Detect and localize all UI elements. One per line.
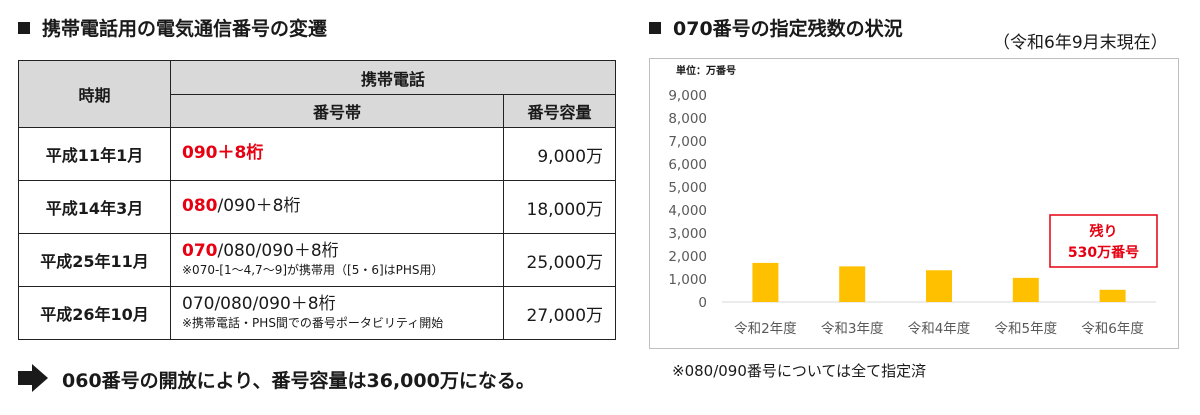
number-history-table: 時期 携帯電話 番号帯 番号容量 平成11年1月 090＋8桁 9,000万 平… — [18, 60, 617, 340]
y-axis-ticks: 0 1,000 2,000 3,000 4,000 5,000 6,000 7,000 8,00… — [668, 88, 707, 311]
x-axis-ticks: 令和2年度 令和3年度 令和4年度 令和5年度 令和6年度 — [734, 321, 1144, 337]
history-heading: 携帯電話用の電気通信番号の変遷 — [18, 14, 327, 41]
remaining-callout-line1: 残り — [1090, 223, 1118, 240]
x-tick-label: 令和4年度 — [908, 321, 971, 337]
y-tick-label: 6,000 — [668, 157, 707, 173]
unit-label: 単位：万番号 — [676, 64, 736, 77]
y-tick-label: 9,000 — [668, 88, 707, 104]
x-tick-label: 令和3年度 — [821, 321, 884, 337]
row-band: 070/080/090＋8桁 ※携帯電話・PHS間での番号ポータビリティ開始 — [170, 286, 504, 340]
bar-chart: 単位：万番号 0 1,000 2,000 3,000 4,000 5,000 6,000 7,… — [668, 64, 1158, 337]
table-row: 平成14年3月 080/090＋8桁 18,000万 — [18, 180, 617, 234]
remaining-heading: 070番号の指定残数の状況 — [649, 14, 903, 41]
as-of-date: （令和6年9月末現在） — [993, 33, 1168, 53]
y-tick-label: 0 — [698, 295, 707, 311]
header-period: 時期 — [18, 60, 171, 128]
row-band: 070/080/090＋8桁 ※070-[1～4,7～9]が携帯用（[5・6]はP… — [170, 233, 504, 287]
row-capacity: 27,000万 — [502, 286, 617, 340]
square-bullet-icon — [649, 22, 661, 34]
bar-3 — [926, 270, 952, 302]
band-red: 070 — [182, 241, 218, 262]
table-row: 平成25年11月 070/080/090＋8桁 ※070-[1～4,7～9]が携帯… — [18, 233, 617, 287]
row-capacity: 25,000万 — [502, 233, 617, 287]
band-note: ※携帯電話・PHS間での番号ポータビリティ開始 — [182, 315, 444, 330]
y-tick-label: 8,000 — [668, 111, 707, 127]
bar-1 — [752, 262, 779, 302]
x-tick-label: 令和2年度 — [734, 321, 797, 337]
band-note: ※070-[1～4,7～9]が携帯用（[5・6]はPHS用） — [182, 262, 444, 277]
y-tick-label: 7,000 — [668, 134, 707, 150]
table-row: 平成11年1月 090＋8桁 9,000万 — [18, 127, 617, 181]
y-tick-label: 1,000 — [668, 272, 707, 288]
table-row: 平成26年10月 070/080/090＋8桁 ※携帯電話・PHS間での番号ポータ… — [18, 286, 617, 340]
band-red: 080 — [182, 196, 218, 217]
remaining-callout-box — [1049, 214, 1158, 268]
row-capacity: 18,000万 — [502, 180, 617, 234]
x-tick-label: 令和6年度 — [1081, 321, 1144, 337]
band-rest: /080/090＋8桁 — [217, 241, 339, 262]
band-red: 090＋8桁 — [182, 143, 264, 164]
footnote: ※080/090番号については全て指定済 — [672, 362, 927, 380]
row-period: 平成25年11月 — [18, 233, 171, 287]
header-band: 番号帯 — [170, 94, 504, 128]
header-capacity: 番号容量 — [502, 94, 617, 128]
band-rest: /090＋8桁 — [217, 196, 301, 217]
row-period: 平成14年3月 — [18, 180, 171, 234]
capacity-statement: 060番号の開放により、番号容量は36,000万になる。 — [62, 370, 535, 392]
row-period: 平成26年10月 — [18, 286, 171, 340]
y-tick-label: 3,000 — [668, 226, 707, 242]
y-tick-label: 2,000 — [668, 249, 707, 265]
bar-4 — [1012, 277, 1039, 302]
row-band: 090＋8桁 — [170, 127, 504, 181]
bar-2 — [839, 266, 866, 302]
y-tick-label: 4,000 — [668, 203, 707, 219]
y-tick-label: 5,000 — [668, 180, 707, 196]
bar-5 — [1099, 289, 1126, 302]
remaining-chart: 単位：万番号 0 1,000 2,000 3,000 4,000 5,000 6,000 7,… — [649, 58, 1179, 349]
row-capacity: 9,000万 — [502, 127, 617, 181]
header-mobile: 携帯電話 — [169, 60, 617, 95]
remaining-callout-line2: 530万番号 — [1068, 244, 1139, 261]
band-rest: 070/080/090＋8桁 — [182, 294, 336, 315]
row-band: 080/090＋8桁 — [170, 180, 504, 234]
row-period: 平成11年1月 — [18, 127, 171, 181]
bars — [752, 262, 1126, 302]
x-tick-label: 令和5年度 — [995, 321, 1058, 337]
square-bullet-icon — [18, 22, 30, 34]
right-arrow-icon — [18, 364, 48, 392]
